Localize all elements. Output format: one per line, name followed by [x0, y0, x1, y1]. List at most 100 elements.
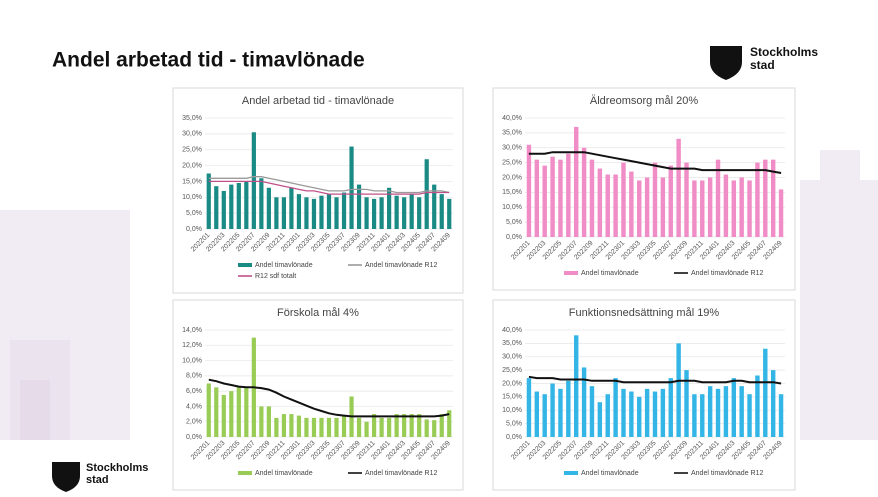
bar [267, 406, 271, 437]
bar [542, 394, 546, 437]
bar [708, 178, 712, 238]
bar [739, 386, 743, 437]
chart-title: Funktionsnedsättning mål 19% [569, 307, 720, 319]
bar [357, 418, 361, 437]
bar [550, 384, 554, 438]
bar [732, 378, 736, 437]
bar [237, 183, 241, 229]
y-tick-label: 15,0% [182, 178, 202, 185]
chart-title: Andel arbetad tid - timavlönade [242, 95, 394, 107]
bar [425, 159, 429, 229]
bar [708, 386, 712, 437]
bar [252, 132, 256, 229]
y-tick-label: 35,0% [502, 130, 522, 137]
logo-text: stad [86, 474, 109, 486]
bar [542, 166, 546, 237]
bar [692, 394, 696, 437]
bar [342, 416, 346, 437]
bar [661, 389, 665, 437]
y-tick-label: 0,0% [506, 234, 522, 241]
bar [692, 180, 696, 237]
legend-swatch [564, 271, 578, 275]
bar [319, 418, 323, 437]
bar [304, 197, 308, 229]
legend-label: Andel timavlönade R12 [365, 262, 437, 269]
bar [621, 163, 625, 237]
bar [661, 178, 665, 238]
bar [304, 418, 308, 437]
bar [380, 418, 384, 437]
bar [410, 414, 414, 437]
bar [582, 367, 586, 437]
y-tick-label: 2,0% [186, 419, 202, 426]
y-tick-label: 15,0% [502, 394, 522, 401]
bar [763, 349, 767, 437]
bar [259, 178, 263, 229]
bar [700, 394, 704, 437]
bar [417, 197, 421, 229]
bar [327, 418, 331, 437]
slide-title: Andel arbetad tid - timavlönade [52, 49, 365, 72]
bar [566, 154, 570, 237]
y-tick-label: 20,0% [502, 380, 522, 387]
legend-swatch [238, 471, 252, 475]
legend-label: R12 sdf totalt [255, 273, 296, 280]
y-tick-label: 10,0% [182, 194, 202, 201]
bar [669, 166, 673, 237]
bar [274, 197, 278, 229]
bar [747, 180, 751, 237]
bar [237, 387, 241, 437]
bar [244, 181, 248, 229]
bar [297, 416, 301, 437]
bar [590, 386, 594, 437]
y-tick-label: 4,0% [186, 403, 202, 410]
y-tick-label: 40,0% [502, 327, 522, 334]
bar [289, 414, 293, 437]
bar [724, 386, 728, 437]
logo-text: Stockholms [86, 462, 148, 474]
y-tick-label: 30,0% [182, 131, 202, 138]
bar [629, 392, 633, 437]
bar [747, 394, 751, 437]
bar [282, 414, 286, 437]
logo-shield [52, 462, 80, 492]
logo-text: stad [750, 58, 775, 72]
bar [334, 197, 338, 229]
bar [645, 178, 649, 238]
y-tick-label: 10,0% [182, 357, 202, 364]
bar [606, 394, 610, 437]
bar [598, 169, 602, 237]
bar [319, 196, 323, 229]
y-tick-label: 10,0% [502, 407, 522, 414]
bar [613, 378, 617, 437]
bar [274, 418, 278, 437]
bar [535, 160, 539, 237]
bar [700, 180, 704, 237]
bar [739, 178, 743, 238]
bar [387, 418, 391, 437]
bar [297, 194, 301, 229]
legend-swatch [238, 263, 252, 267]
bar [222, 395, 226, 437]
y-tick-label: 8,0% [186, 373, 202, 380]
bar [342, 193, 346, 229]
y-tick-label: 6,0% [186, 388, 202, 395]
legend-swatch [564, 471, 578, 475]
y-tick-label: 0,0% [506, 434, 522, 441]
y-tick-label: 0,0% [186, 434, 202, 441]
y-tick-label: 10,0% [502, 204, 522, 211]
y-tick-label: 5,0% [186, 210, 202, 217]
bar [349, 147, 353, 229]
bar [716, 389, 720, 437]
bar [395, 414, 399, 437]
bar [410, 194, 414, 229]
bar [645, 389, 649, 437]
bar [566, 381, 570, 437]
legend-label: Andel timavlönade R12 [691, 270, 763, 277]
bar [214, 186, 218, 229]
bar [574, 127, 578, 237]
bar [613, 175, 617, 237]
logo-top: Stockholms stad [710, 45, 818, 80]
bar [653, 163, 657, 237]
bar [229, 391, 233, 437]
